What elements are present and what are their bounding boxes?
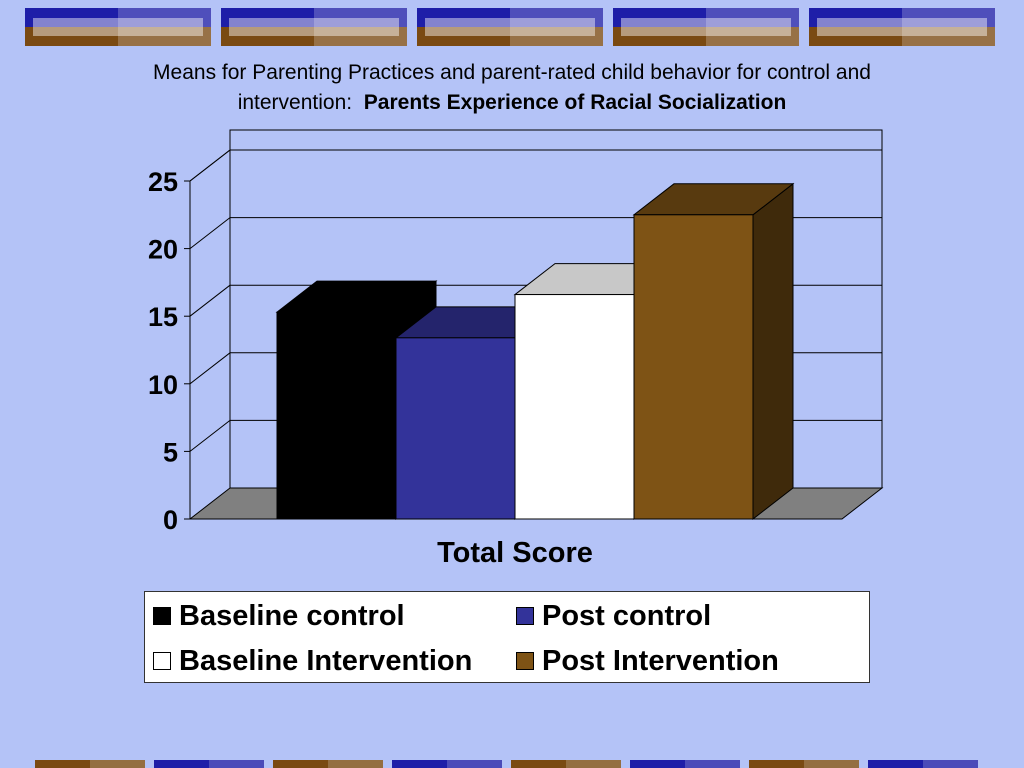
bar-post-intervention-front [633, 214, 754, 520]
deco-light-bar [229, 18, 399, 36]
bar-baseline-intervention-front [514, 294, 635, 520]
deco-bottom-block [749, 760, 859, 768]
deco-bottom-highlight [209, 760, 264, 768]
y-tick-label: 15 [148, 302, 178, 332]
deco-bottom-block [630, 760, 740, 768]
legend-swatch-post-control [516, 607, 534, 625]
deco-bottom-block [868, 760, 978, 768]
deco-highlight [118, 8, 211, 46]
gridline-side [189, 217, 231, 249]
deco-brown-strip [221, 27, 407, 46]
y-tick-label: 20 [148, 235, 178, 265]
deco-bottom-highlight [90, 760, 145, 768]
deco-block [25, 8, 211, 46]
gridline-side [189, 420, 231, 452]
legend-item-baseline-control: Baseline control [153, 598, 405, 634]
legend-item-baseline-intervention: Baseline Intervention [153, 643, 472, 679]
deco-bottom-highlight [923, 760, 978, 768]
deco-light-bar [33, 18, 203, 36]
legend-label-baseline-intervention: Baseline Intervention [179, 644, 473, 677]
deco-highlight [902, 8, 995, 46]
deco-light-bar [817, 18, 987, 36]
chart-legend: Baseline control Post control Baseline I… [144, 591, 870, 683]
deco-brown-strip [25, 27, 211, 46]
deco-bottom-highlight [566, 760, 621, 768]
deco-bottom-block [154, 760, 264, 768]
deco-block [417, 8, 603, 46]
x-category-label: Total Score [437, 537, 593, 569]
bar-post-control-front [395, 337, 516, 520]
gridline-side [189, 352, 231, 385]
deco-brown-strip [417, 27, 603, 46]
title-line-1: Means for Parenting Practices and parent… [153, 61, 871, 84]
legend-label-post-control: Post control [542, 599, 712, 632]
deco-bottom-highlight [685, 760, 740, 768]
deco-light-bar [621, 18, 791, 36]
legend-item-post-control: Post control [516, 598, 711, 634]
deco-block [613, 8, 799, 46]
legend-swatch-baseline-control [153, 607, 171, 625]
title-line-2-bold: Parents Experience of Racial Socializati… [363, 91, 787, 114]
legend-label-baseline-control: Baseline control [179, 599, 405, 632]
deco-brown-strip [809, 27, 995, 46]
bar-baseline-control-front [276, 311, 397, 520]
deco-light-bar [425, 18, 595, 36]
top-decoration-band [25, 8, 995, 46]
deco-bottom-highlight [328, 760, 383, 768]
legend-swatch-baseline-intervention [153, 652, 171, 670]
y-tick-label: 10 [148, 370, 178, 400]
legend-label-post-intervention: Post Intervention [542, 644, 779, 677]
y-tick-label: 25 [148, 167, 178, 197]
deco-highlight [510, 8, 603, 46]
deco-bottom-block [35, 760, 145, 768]
bar-post-intervention [632, 182, 795, 521]
deco-bottom-block [392, 760, 502, 768]
gridline-side [189, 284, 231, 317]
bottom-decoration-band [35, 760, 978, 768]
deco-brown-strip [613, 27, 799, 46]
y-tick-label: 5 [163, 437, 178, 467]
deco-bottom-highlight [447, 760, 502, 768]
chart-title: Means for Parenting Practices and parent… [0, 58, 1024, 118]
deco-highlight [706, 8, 799, 46]
deco-block [221, 8, 407, 46]
deco-bottom-block [273, 760, 383, 768]
deco-highlight [314, 8, 407, 46]
legend-swatch-post-intervention [516, 652, 534, 670]
axis-top-depth [189, 149, 231, 182]
bar-chart: 0 5 10 15 20 25 Total Score [148, 129, 884, 569]
legend-item-post-intervention: Post Intervention [516, 643, 779, 679]
title-line-2-prefix: intervention: [237, 91, 353, 114]
bar-post-intervention-side [752, 182, 794, 521]
deco-bottom-block [511, 760, 621, 768]
deco-block [809, 8, 995, 46]
y-tick-label: 0 [163, 505, 178, 535]
deco-bottom-highlight [804, 760, 859, 768]
